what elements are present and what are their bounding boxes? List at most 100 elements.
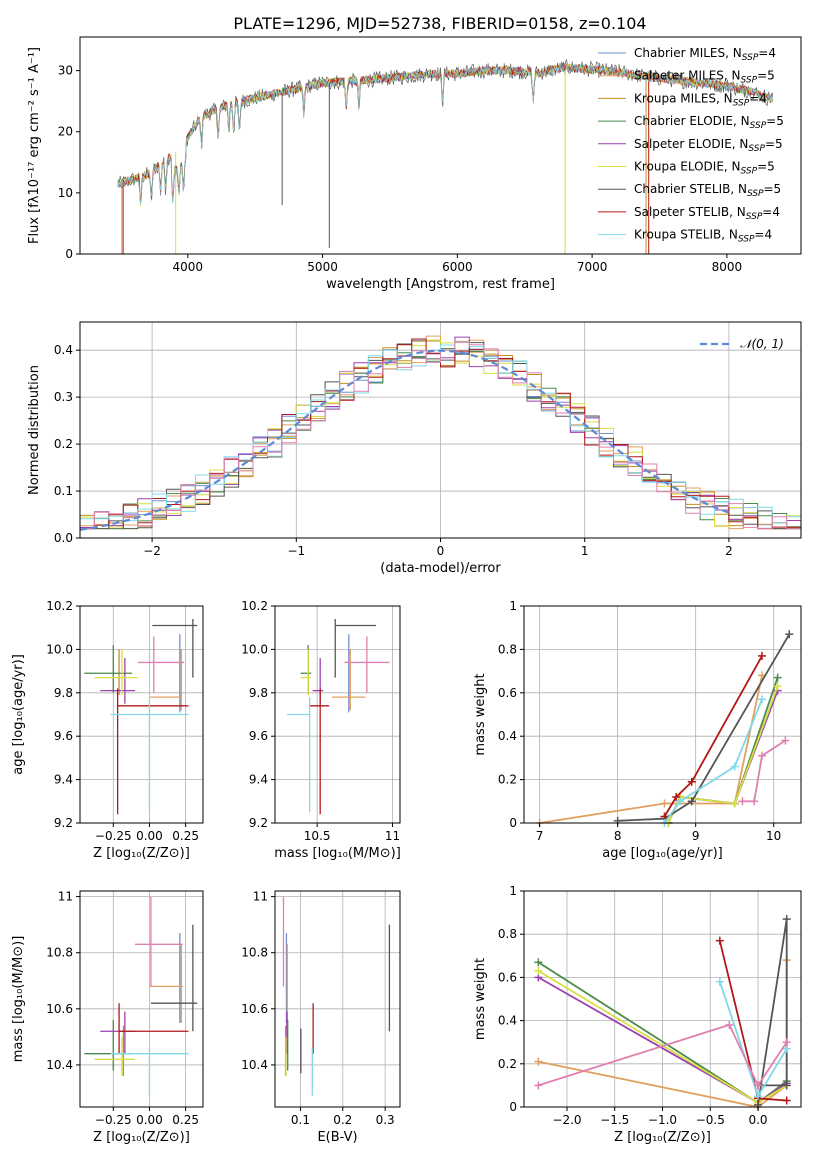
y-axis-label: Flux [fλ10⁻¹⁷ erg cm⁻² s⁻¹ A⁻¹] (27, 47, 42, 244)
legend-suffix: =5 (765, 137, 783, 151)
y-tick-label: 11 (58, 890, 73, 904)
x-tick-label: 8000 (712, 260, 743, 274)
x-tick-label: 11 (385, 829, 400, 843)
y-tick-label: 10.0 (46, 642, 73, 656)
x-tick-label: 7000 (577, 260, 608, 274)
weight-line (742, 739, 786, 803)
legend-label: Chabrier STELIB, NSSP=5 (634, 182, 781, 199)
y-tick-label: 0.3 (54, 390, 73, 404)
panel-EBV-mass: 0.1 0.2 0.3 10.4 10.6 10.8 11 E(B-V) (241, 890, 401, 1145)
y-tick-label: 0.4 (498, 1014, 517, 1028)
legend-subscript: SSP (741, 167, 758, 177)
y-tick-label: 0 (509, 1100, 517, 1114)
y-tick-label: 0 (65, 247, 73, 261)
x-tick-label: 0.2 (333, 1113, 352, 1127)
y-tick-label: 10.8 (46, 946, 73, 960)
x-axis-label: E(B-V) (317, 1130, 357, 1145)
y-axis-label: age [log₁₀(age/yr)] (11, 654, 26, 775)
axes-frame (274, 605, 401, 824)
y-tick-label: 0.8 (498, 642, 517, 656)
y-tick-label: 0.0 (54, 531, 73, 545)
x-axis-label: Z [log₁₀(Z/Z⊙)] (93, 1130, 190, 1145)
weight-line (663, 698, 763, 824)
x-tick-label: 8 (614, 829, 622, 843)
legend-label: 𝒩(0, 1) (740, 337, 784, 351)
x-tick-label: 10 (766, 829, 781, 843)
y-axis-label: mass [log₁₀(M/M⊙)] (11, 936, 26, 1063)
x-axis-label: age [log₁₀(age/yr)] (602, 846, 723, 861)
spectrum-line (117, 63, 773, 203)
x-tick-label: 4000 (173, 260, 204, 274)
y-axis-label: mass weight (473, 673, 488, 755)
x-tick-label: −0.5 (696, 1113, 725, 1127)
plot-area (535, 630, 794, 827)
y-tick-label: 0.6 (498, 686, 517, 700)
y-tick-label: 11 (253, 890, 268, 904)
legend-subscript: SSP (750, 121, 767, 131)
y-tick-label: 10.2 (241, 599, 268, 613)
legend-subscript: SSP (738, 235, 755, 245)
axes-frame (79, 605, 204, 824)
legend-suffix: =5 (766, 114, 784, 128)
axes-frame (79, 36, 802, 255)
plot-area (84, 619, 198, 815)
x-axis-label: wavelength [Angstrom, rest frame] (326, 277, 555, 292)
legend: 𝒩(0, 1) (700, 337, 784, 351)
x-tick-label: 1 (581, 544, 589, 558)
legend-label: Salpeter MILES, NSSP=5 (634, 69, 775, 86)
weight-line (663, 655, 763, 817)
legend-label: Chabrier ELODIE, NSSP=5 (634, 114, 784, 131)
y-tick-label: 10.0 (241, 642, 268, 656)
normal-curve (79, 349, 730, 531)
x-tick-label: 7 (536, 829, 544, 843)
y-tick-label: 0.8 (498, 927, 517, 941)
y-tick-label: 1 (509, 599, 517, 613)
x-tick-label: 0.25 (172, 1113, 199, 1127)
x-tick-label: 0 (437, 544, 445, 558)
panel-mass-age: 10.5 11 9.2 9.4 9.6 9.8 10.0 10.2 mass [log₁₀(M/… (241, 599, 400, 861)
weight-line (538, 1023, 788, 1088)
legend-subscript: SSP (746, 212, 763, 222)
y-tick-label: 10.6 (241, 1002, 268, 1016)
x-axis-label: (data-model)/error (380, 561, 501, 576)
x-tick-label: 0.3 (376, 1113, 395, 1127)
y-tick-label: 0.6 (498, 970, 517, 984)
legend-label: Kroupa ELODIE, NSSP=5 (634, 160, 775, 177)
x-axis-label: Z [log₁₀(Z/Z⊙)] (614, 1130, 711, 1145)
y-tick-label: 10.4 (46, 1058, 73, 1072)
plot-area (79, 335, 801, 531)
plot-area (117, 58, 774, 254)
legend: Chabrier MILES, NSSP=4 Salpeter MILES, NS… (598, 46, 784, 245)
x-tick-label: 0.1 (291, 1113, 310, 1127)
axes-frame (274, 890, 401, 1108)
y-tick-label: 9.6 (54, 729, 73, 743)
legend-suffix: =5 (764, 182, 782, 196)
x-tick-label: −1 (287, 544, 305, 558)
legend-subscript: SSP (747, 189, 764, 199)
axes-frame (523, 605, 802, 824)
x-tick-label: −2.0 (552, 1113, 581, 1127)
spectrum-line (117, 63, 773, 205)
y-tick-label: 10.6 (46, 1002, 73, 1016)
x-axis-label: mass [log₁₀(M/M⊙)] (274, 846, 401, 861)
y-tick-label: 20 (58, 125, 73, 139)
plot-area (282, 896, 391, 1096)
weight-line (757, 918, 788, 1105)
legend-suffix: =4 (762, 205, 780, 219)
x-tick-label: −1.0 (648, 1113, 677, 1127)
legend-label: Kroupa STELIB, NSSP=4 (634, 228, 772, 245)
y-tick-label: 0.2 (498, 773, 517, 787)
y-tick-label: 10.8 (241, 946, 268, 960)
y-tick-label: 10 (58, 186, 73, 200)
y-tick-label: 1 (509, 884, 517, 898)
legend-subscript: SSP (741, 76, 758, 86)
figure-title: PLATE=1296, MJD=52738, FIBERID=0158, z=0… (233, 14, 646, 33)
panel-residuals: −2 −1 0 1 2 0.0 0.1 0.2 0.3 0.4 (data-model)/error… (27, 321, 802, 576)
legend-label: Salpeter ELODIE, NSSP=5 (634, 137, 783, 154)
legend-suffix: =5 (757, 69, 775, 83)
y-tick-label: 9.2 (54, 816, 73, 830)
x-tick-label: 5000 (307, 260, 338, 274)
y-axis-label: mass weight (473, 958, 488, 1040)
legend-label: Chabrier MILES, NSSP=4 (634, 46, 776, 63)
